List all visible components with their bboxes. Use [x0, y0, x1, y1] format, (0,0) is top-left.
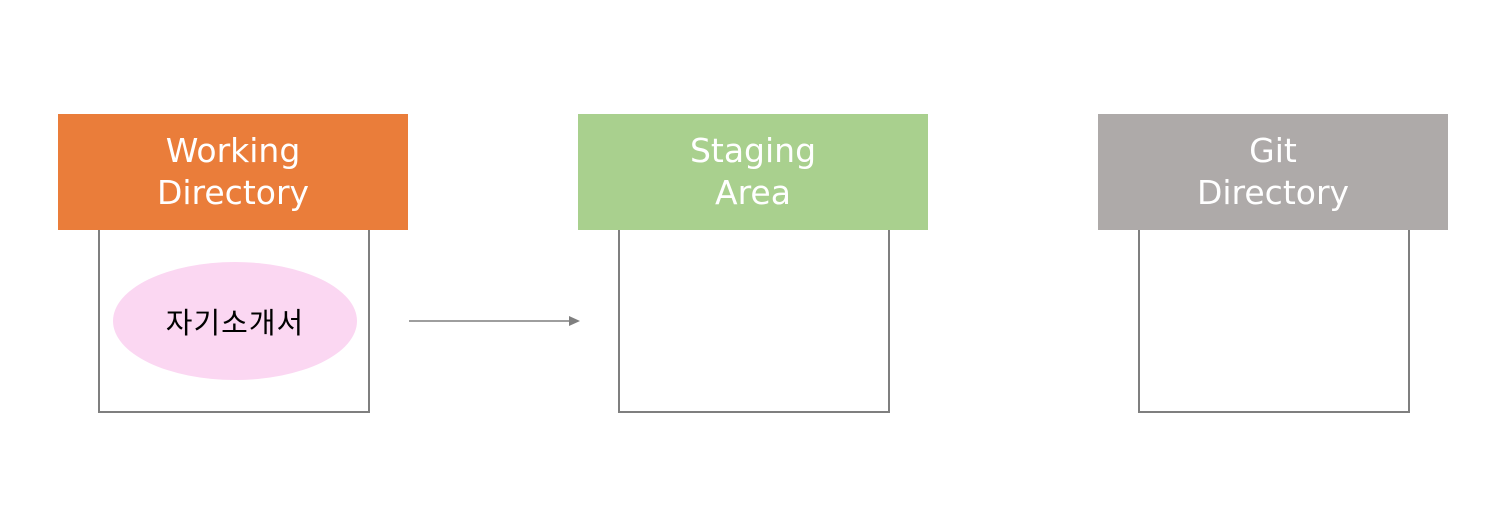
working-directory-container: 자기소개서 [98, 230, 370, 413]
staging-area-title-line2: Area [715, 173, 791, 212]
file-label: 자기소개서 [165, 306, 305, 340]
git-directory-title-line1: Git [1249, 131, 1297, 170]
working-directory-title-line2: Directory [156, 173, 310, 212]
transfer-arrow-head [569, 316, 580, 326]
file-item[interactable]: 자기소개서 [113, 262, 357, 380]
git-directory-container [1138, 230, 1410, 413]
working-directory-stage: Working Directory 자기소개서 [58, 114, 408, 414]
working-directory-header: Working Directory [58, 114, 408, 230]
transfer-arrow [409, 316, 580, 326]
working-directory-title-line1: Working [165, 131, 301, 170]
git-directory-title-line2: Directory [1196, 173, 1350, 212]
staging-area-header: Staging Area [578, 114, 928, 230]
git-directory-stage: Git Directory [1098, 114, 1448, 414]
staging-area-title-line1: Staging [689, 131, 817, 170]
staging-area-stage: Staging Area [578, 114, 928, 414]
git-directory-header: Git Directory [1098, 114, 1448, 230]
staging-area-container [618, 230, 890, 413]
